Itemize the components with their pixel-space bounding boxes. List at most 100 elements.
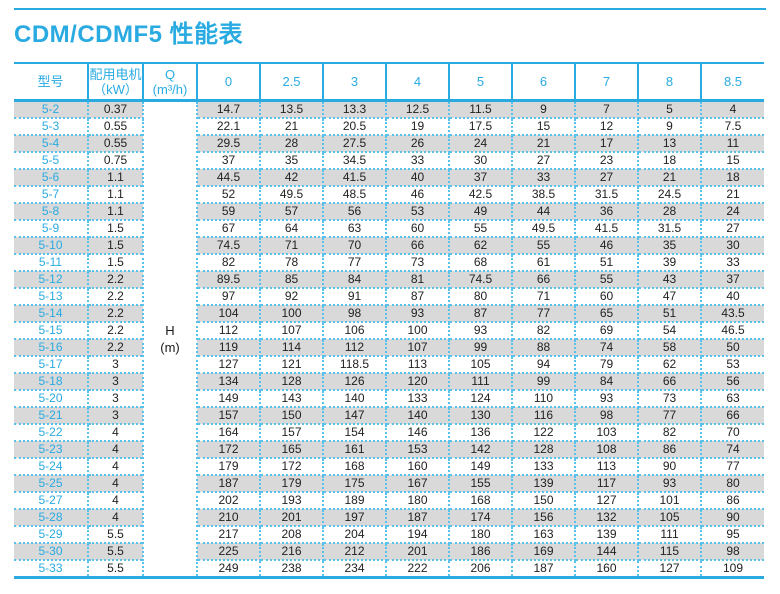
- value-cell: 147: [322, 406, 387, 425]
- value-cell: 63: [322, 219, 387, 238]
- value-cell: 33: [385, 151, 450, 170]
- value-cell: 210: [196, 508, 261, 527]
- value-cell: 179: [196, 457, 261, 476]
- value-cell: 84: [322, 270, 387, 289]
- value-cell: 21: [511, 134, 576, 153]
- table-row: 5-22 4 164 157 154 146 136 122 103 82 70: [14, 423, 764, 442]
- value-cell: 40: [700, 287, 764, 306]
- value-cell: 17: [574, 134, 639, 153]
- flow-header-cell: 5: [448, 62, 513, 102]
- value-cell: 43: [637, 270, 702, 289]
- value-cell: 100: [385, 321, 450, 340]
- value-cell: 77: [700, 457, 764, 476]
- value-cell: 57: [259, 202, 324, 221]
- model-cell: 5-2: [14, 99, 89, 119]
- value-cell: 33: [700, 253, 764, 272]
- q-header-line1: Q: [164, 66, 176, 82]
- value-cell: 89.5: [196, 270, 261, 289]
- value-cell: 4: [700, 99, 764, 119]
- model-cell: 5-9: [14, 219, 89, 238]
- value-cell: 14.7: [196, 99, 261, 119]
- value-cell: 127: [637, 559, 702, 579]
- value-cell: 150: [511, 491, 576, 510]
- model-cell: 5-11: [14, 253, 89, 272]
- value-cell: 217: [196, 525, 261, 544]
- value-cell: 143: [259, 389, 324, 408]
- value-cell: 99: [448, 338, 513, 357]
- value-cell: 33: [511, 168, 576, 187]
- value-cell: 208: [259, 525, 324, 544]
- value-cell: 112: [196, 321, 261, 340]
- table-row: 5-16 2.2 119 114 112 107 99 88 74 58 50: [14, 338, 764, 357]
- page-title: CDM/CDMF5 性能表: [14, 21, 244, 48]
- value-cell: 21: [637, 168, 702, 187]
- value-cell: 79: [574, 355, 639, 374]
- value-cell: 40: [385, 168, 450, 187]
- flow-header-cell: 8.5: [700, 62, 764, 102]
- flow-header-cell: 7: [574, 62, 639, 102]
- value-cell: 150: [259, 406, 324, 425]
- value-cell: 140: [385, 406, 450, 425]
- value-cell: 71: [511, 287, 576, 306]
- kw-cell: 1.1: [87, 202, 144, 221]
- value-cell: 140: [322, 389, 387, 408]
- value-cell: 44.5: [196, 168, 261, 187]
- value-cell: 103: [574, 423, 639, 442]
- value-cell: 55: [511, 236, 576, 255]
- value-cell: 74.5: [448, 270, 513, 289]
- value-cell: 155: [448, 474, 513, 493]
- motor-header-line1: 配用电机: [89, 66, 142, 82]
- value-cell: 104: [196, 304, 261, 323]
- kw-cell: 4: [87, 440, 144, 459]
- value-cell: 201: [259, 508, 324, 527]
- value-cell: 105: [448, 355, 513, 374]
- flow-header-cell: 6: [511, 62, 576, 102]
- value-cell: 149: [196, 389, 261, 408]
- value-cell: 36: [574, 202, 639, 221]
- model-cell: 5-24: [14, 457, 89, 476]
- kw-cell: 1.5: [87, 219, 144, 238]
- table-row: 5-12 2.2 89.5 85 84 81 74.5 66 55 43 37: [14, 270, 764, 289]
- value-cell: 164: [196, 423, 261, 442]
- value-cell: 88: [511, 338, 576, 357]
- value-cell: 82: [637, 423, 702, 442]
- value-cell: 55: [448, 219, 513, 238]
- table-row: 5-23 4 172 165 161 153 142 128 108 86 74: [14, 440, 764, 459]
- value-cell: 73: [385, 253, 450, 272]
- value-cell: 187: [385, 508, 450, 527]
- value-cell: 113: [385, 355, 450, 374]
- model-cell: 5-18: [14, 372, 89, 391]
- kw-cell: 4: [87, 474, 144, 493]
- model-cell: 5-29: [14, 525, 89, 544]
- performance-table: 型号 配用电机 （kW） Q (m³/h) 0 2.5 3 4 5 6 7 8 8.5 5-2 0…: [14, 62, 764, 579]
- value-cell: 43.5: [700, 304, 764, 323]
- kw-cell: 2.2: [87, 270, 144, 289]
- value-cell: 139: [511, 474, 576, 493]
- model-cell: 5-27: [14, 491, 89, 510]
- value-cell: 97: [196, 287, 261, 306]
- kw-cell: 4: [87, 457, 144, 476]
- kw-cell: 2.2: [87, 304, 144, 323]
- value-cell: 92: [259, 287, 324, 306]
- value-cell: 113: [574, 457, 639, 476]
- value-cell: 201: [385, 542, 450, 561]
- value-cell: 157: [196, 406, 261, 425]
- value-cell: 20.5: [322, 117, 387, 136]
- value-cell: 11: [700, 134, 764, 153]
- value-cell: 66: [700, 406, 764, 425]
- flow-header-cell: 2.5: [259, 62, 324, 102]
- value-cell: 46: [574, 236, 639, 255]
- value-cell: 180: [385, 491, 450, 510]
- value-cell: 130: [448, 406, 513, 425]
- value-cell: 78: [259, 253, 324, 272]
- value-cell: 44: [511, 202, 576, 221]
- value-cell: 168: [448, 491, 513, 510]
- value-cell: 122: [511, 423, 576, 442]
- value-cell: 161: [322, 440, 387, 459]
- value-cell: 22.1: [196, 117, 261, 136]
- value-cell: 204: [322, 525, 387, 544]
- table-row: 5-10 1.5 74.5 71 70 66 62 55 46 35 30: [14, 236, 764, 255]
- value-cell: 24.5: [637, 185, 702, 204]
- value-cell: 160: [574, 559, 639, 579]
- table-row: 5-17 3 127 121 118.5 113 105 94 79 62 53: [14, 355, 764, 374]
